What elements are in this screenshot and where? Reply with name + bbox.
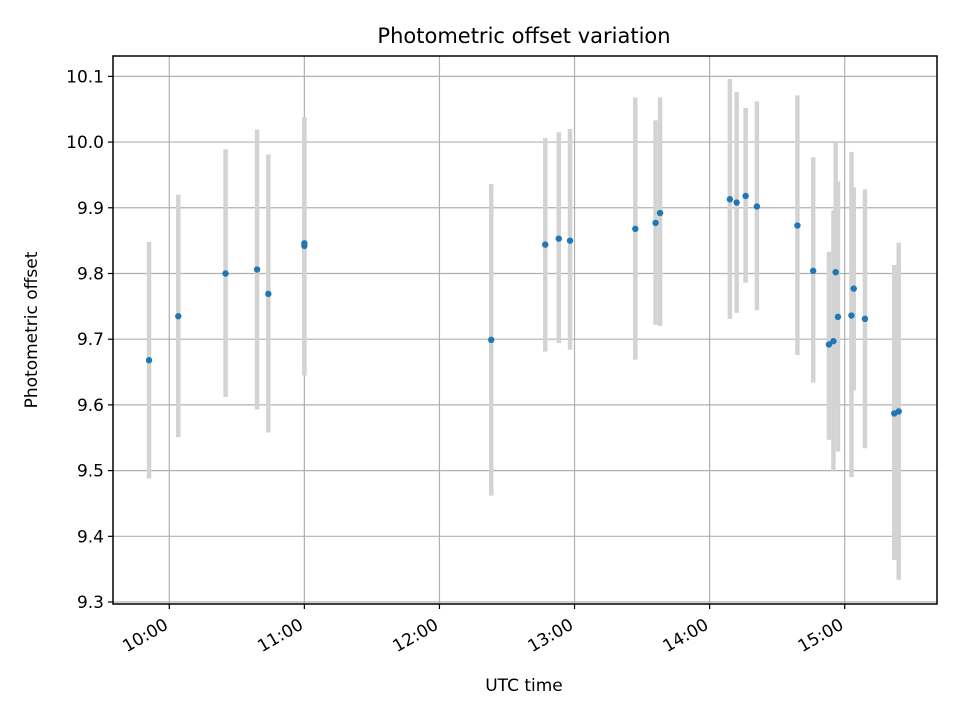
data-point [850,285,857,292]
y-tick-label: 9.4 [77,527,104,547]
data-point [301,240,308,247]
data-point [742,192,749,200]
data-point [555,235,562,242]
data-point [733,199,740,206]
data-point [542,241,549,248]
data-point [656,209,664,217]
data-point [830,337,837,345]
data-point [726,196,734,203]
y-tick-label: 9.7 [77,330,104,350]
data-point [809,267,817,275]
data-point [632,225,639,233]
data-point [488,336,495,344]
data-point [222,270,229,277]
data-point [834,313,842,321]
plot-area-frame [112,55,938,605]
y-tick-label: 10.1 [66,67,104,87]
x-axis-label: UTC time [485,676,563,696]
y-tick-label: 9.9 [77,199,104,219]
data-points [145,192,902,417]
data-point [652,219,659,227]
data-point [832,268,839,276]
y-tick-label: 10.0 [66,133,104,153]
data-point [175,313,182,320]
data-point [753,203,761,210]
data-point [794,222,801,229]
y-tick-label: 9.8 [77,264,104,284]
y-tick-label: 9.3 [77,593,104,613]
data-point [265,290,272,298]
data-point [848,312,855,319]
chart-title: Photometric offset variation [377,24,670,48]
data-point [861,315,869,323]
data-point [895,408,902,415]
data-point [566,237,574,244]
data-point [825,341,833,348]
y-axis-label: Photometric offset [22,251,42,408]
data-point [253,266,261,273]
y-tick-label: 9.6 [77,396,104,416]
data-point [145,357,153,364]
y-tick-label: 9.5 [77,462,104,482]
grid [113,56,937,604]
